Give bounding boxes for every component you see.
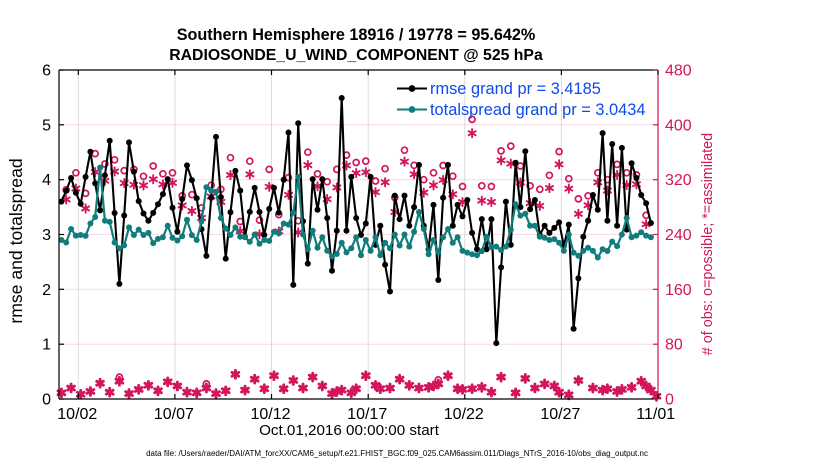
svg-text:10/07: 10/07 xyxy=(154,406,194,423)
svg-text:0: 0 xyxy=(665,392,674,409)
svg-text:0: 0 xyxy=(42,392,51,409)
svg-text:1: 1 xyxy=(42,337,51,354)
svg-text:totalspread grand pr = 3.0434: totalspread grand pr = 3.0434 xyxy=(430,101,646,119)
svg-text:11/01: 11/01 xyxy=(636,406,675,423)
svg-text:80: 80 xyxy=(665,337,683,354)
svg-text:# of obs: o=possible; *=assimi: # of obs: o=possible; *=assimilated xyxy=(700,133,716,355)
svg-text:10/02: 10/02 xyxy=(57,406,97,423)
svg-text:rmse grand pr = 3.4185: rmse grand pr = 3.4185 xyxy=(430,80,601,98)
svg-text:400: 400 xyxy=(665,117,692,134)
svg-text:Oct.01,2016 00:00:00 start: Oct.01,2016 00:00:00 start xyxy=(259,422,440,439)
svg-text:RADIOSONDE_U_WIND_COMPONENT @: RADIOSONDE_U_WIND_COMPONENT @ 525 hPa xyxy=(169,47,543,64)
svg-text:5: 5 xyxy=(42,117,51,134)
svg-text:10/12: 10/12 xyxy=(250,406,290,423)
svg-text:rmse and totalspread: rmse and totalspread xyxy=(6,158,26,323)
svg-text:2: 2 xyxy=(42,282,51,299)
svg-text:10/17: 10/17 xyxy=(347,406,387,423)
svg-text:Southern Hemisphere 18916 / 19: Southern Hemisphere 18916 / 19778 = 95.6… xyxy=(177,26,536,44)
svg-text:3: 3 xyxy=(42,227,51,244)
svg-text:10/27: 10/27 xyxy=(540,406,580,423)
svg-text:480: 480 xyxy=(665,63,692,80)
svg-text:240: 240 xyxy=(665,227,692,244)
svg-text:10/22: 10/22 xyxy=(444,406,484,423)
svg-text:6: 6 xyxy=(42,63,51,80)
svg-text:320: 320 xyxy=(665,172,692,189)
svg-text:data file: /Users/raeder/DAI/A: data file: /Users/raeder/DAI/ATM_forcXX/… xyxy=(146,449,648,458)
svg-text:4: 4 xyxy=(42,172,51,189)
svg-text:160: 160 xyxy=(665,282,692,299)
